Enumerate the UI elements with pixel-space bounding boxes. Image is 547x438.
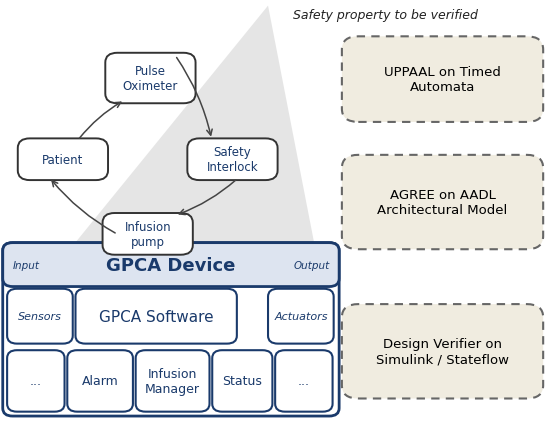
FancyBboxPatch shape — [212, 350, 272, 412]
Text: Patient: Patient — [42, 153, 84, 166]
Text: Actuators: Actuators — [274, 311, 328, 321]
FancyBboxPatch shape — [342, 155, 543, 250]
FancyBboxPatch shape — [342, 37, 543, 123]
FancyBboxPatch shape — [75, 289, 237, 344]
FancyBboxPatch shape — [3, 243, 339, 416]
FancyBboxPatch shape — [268, 289, 334, 344]
Text: Design Verifier on
Simulink / Stateflow: Design Verifier on Simulink / Stateflow — [376, 338, 509, 365]
FancyBboxPatch shape — [3, 243, 339, 287]
Text: Output: Output — [294, 260, 330, 270]
Text: Infusion
Manager: Infusion Manager — [145, 367, 200, 395]
FancyBboxPatch shape — [7, 350, 65, 412]
Text: Input: Input — [13, 260, 40, 270]
FancyBboxPatch shape — [67, 350, 133, 412]
Polygon shape — [16, 7, 328, 315]
Text: GPCA Software: GPCA Software — [99, 309, 213, 324]
Text: Safety property to be verified: Safety property to be verified — [293, 9, 478, 22]
Text: ...: ... — [298, 374, 310, 388]
FancyBboxPatch shape — [105, 54, 196, 104]
FancyBboxPatch shape — [7, 289, 73, 344]
Text: Infusion
pump: Infusion pump — [124, 220, 171, 248]
FancyBboxPatch shape — [136, 350, 210, 412]
FancyBboxPatch shape — [342, 304, 543, 399]
FancyBboxPatch shape — [18, 139, 108, 180]
Text: ...: ... — [30, 374, 42, 388]
Text: GPCA Device: GPCA Device — [106, 256, 236, 274]
Text: Safety
Interlock: Safety Interlock — [207, 146, 258, 174]
Text: Status: Status — [223, 374, 262, 388]
Text: Pulse
Oximeter: Pulse Oximeter — [123, 65, 178, 93]
Text: Sensors: Sensors — [18, 311, 62, 321]
Text: AGREE on AADL
Architectural Model: AGREE on AADL Architectural Model — [377, 189, 508, 216]
Text: Alarm: Alarm — [82, 374, 119, 388]
FancyBboxPatch shape — [187, 139, 277, 180]
FancyBboxPatch shape — [103, 213, 193, 255]
FancyBboxPatch shape — [275, 350, 333, 412]
Text: UPPAAL on Timed
Automata: UPPAAL on Timed Automata — [384, 66, 501, 94]
